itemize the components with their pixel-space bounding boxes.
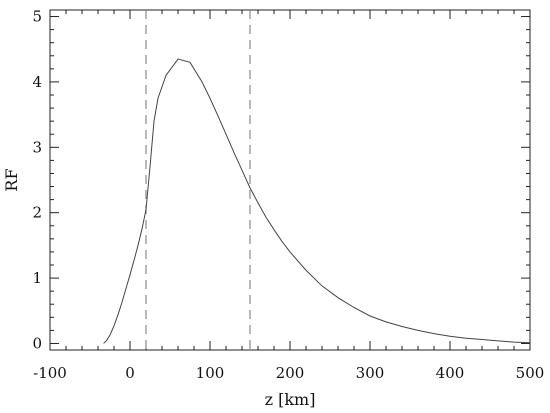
tick-labels: -100 0 100 200 300 400 500 0 1 2 3 4 5 xyxy=(32,8,544,382)
rf-series-line xyxy=(103,58,531,344)
y-axis-title: RF xyxy=(2,168,21,191)
y-tick-label: 4 xyxy=(32,73,42,91)
y-tick-label: 1 xyxy=(32,269,42,287)
x-tick-label: 300 xyxy=(356,364,385,382)
axis-ticks xyxy=(49,10,531,350)
y-tick-label: 0 xyxy=(32,334,42,352)
reference-lines xyxy=(145,10,251,350)
x-tick-label: 200 xyxy=(276,364,305,382)
x-axis-title: z [km] xyxy=(265,390,316,409)
x-tick-label: 0 xyxy=(125,364,135,382)
y-tick-label: 5 xyxy=(32,8,42,26)
y-tick-label: 3 xyxy=(32,138,42,156)
series-group xyxy=(103,58,531,344)
x-tick-label: 500 xyxy=(516,364,545,382)
x-tick-label: 400 xyxy=(436,364,465,382)
y-tick-label: 2 xyxy=(32,204,42,222)
x-tick-label: 100 xyxy=(196,364,225,382)
x-tick-label: -100 xyxy=(33,364,67,382)
